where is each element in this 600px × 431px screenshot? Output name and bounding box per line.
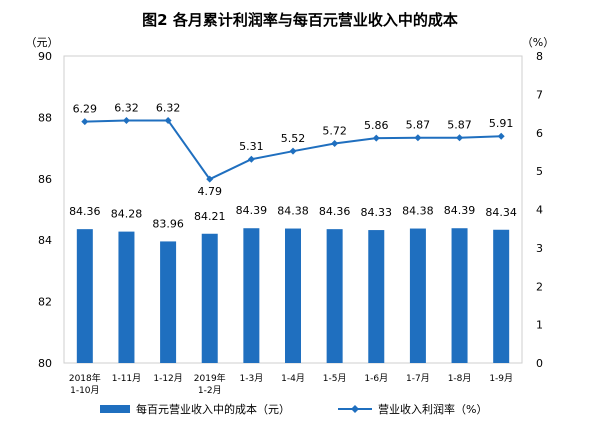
bar-4 — [243, 228, 260, 363]
line-point-7 — [372, 134, 380, 142]
bar-label-6: 84.36 — [319, 205, 351, 218]
line-point-5 — [289, 147, 297, 155]
x-tick-2: 1-12月 — [153, 373, 182, 384]
line-point-6 — [331, 139, 339, 147]
line-series — [81, 116, 505, 183]
legend-line-marker — [351, 405, 359, 413]
left-tick-88: 88 — [38, 111, 52, 124]
left-tick-84: 84 — [38, 234, 52, 247]
line-label-1: 6.32 — [114, 101, 139, 114]
x-tick-1: 1-11月 — [112, 373, 141, 384]
bar-label-1: 84.28 — [111, 208, 143, 221]
line-point-10 — [497, 132, 505, 140]
right-axis: 0 1 2 3 4 5 6 7 8 — [536, 50, 543, 370]
line-label-7: 5.86 — [364, 119, 389, 132]
x-tick-3: 2019年 1-2月 — [194, 372, 226, 396]
bar-series — [76, 228, 510, 363]
bar-label-8: 84.38 — [402, 205, 434, 218]
right-tick-5: 5 — [536, 165, 543, 178]
x-tick-5: 1-4月 — [281, 373, 305, 384]
x-tick-8: 1-7月 — [406, 373, 430, 384]
x-tick-0: 2018年 1-10月 — [69, 372, 101, 396]
bar-label-10: 84.34 — [485, 206, 517, 219]
right-tick-8: 8 — [536, 50, 543, 63]
x-tick-7: 1-6月 — [364, 373, 388, 384]
bar-label-7: 84.33 — [361, 206, 393, 219]
line-label-3: 4.79 — [197, 185, 222, 198]
left-axis-unit: （元） — [26, 36, 59, 49]
legend: 每百元营业收入中的成本（元） 营业收入利润率（%） — [100, 402, 487, 416]
line-data-labels: 6.29 6.32 6.32 4.79 5.31 5.52 5.72 5.86 5.87 5.87… — [73, 101, 514, 198]
right-tick-4: 4 — [536, 204, 543, 217]
bar-6 — [326, 229, 343, 363]
bar-0 — [76, 229, 93, 363]
line-label-5: 5.52 — [281, 132, 306, 145]
right-tick-6: 6 — [536, 127, 543, 140]
right-axis-unit: （%） — [522, 36, 554, 49]
bar-label-0: 84.36 — [69, 205, 101, 218]
legend-bar-swatch — [100, 405, 130, 413]
left-tick-80: 80 — [38, 357, 52, 370]
line-label-0: 6.29 — [73, 103, 98, 116]
right-tick-2: 2 — [536, 280, 543, 293]
bar-data-labels: 84.36 84.28 83.96 84.21 84.39 84.38 84.36 84.33… — [69, 204, 517, 230]
line-point-4 — [247, 155, 255, 163]
left-tick-86: 86 — [38, 173, 52, 186]
bar-10 — [493, 229, 510, 363]
line-label-9: 5.87 — [447, 119, 472, 132]
bar-label-9: 84.39 — [444, 204, 476, 217]
right-tick-7: 7 — [536, 88, 543, 101]
line-label-4: 5.31 — [239, 140, 264, 153]
bar-label-4: 84.39 — [236, 204, 268, 217]
left-axis: 80 82 84 86 88 90 — [38, 50, 52, 370]
line-label-2: 6.32 — [156, 101, 181, 114]
right-tick-3: 3 — [536, 242, 543, 255]
bar-7 — [368, 230, 385, 363]
chart-title: 图2 各月累计利润率与每百元营业收入中的成本 — [142, 11, 458, 29]
bar-3 — [201, 233, 218, 363]
line-point-8 — [414, 134, 422, 142]
x-tick-6: 1-5月 — [323, 373, 347, 384]
right-tick-1: 1 — [536, 319, 543, 332]
bar-5 — [285, 228, 301, 363]
line-label-6: 5.72 — [322, 124, 347, 137]
bar-label-5: 84.38 — [277, 205, 309, 218]
x-tick-10: 1-9月 — [489, 373, 513, 384]
x-tick-4: 1-3月 — [240, 373, 264, 384]
line-point-2 — [164, 116, 172, 124]
bar-2 — [160, 241, 177, 363]
legend-bar-label: 每百元营业收入中的成本（元） — [136, 402, 290, 416]
legend-line-label: 营业收入利润率（%） — [378, 402, 487, 416]
bar-9 — [451, 228, 468, 363]
bar-1 — [118, 231, 135, 363]
left-tick-82: 82 — [38, 296, 52, 309]
bar-label-3: 84.21 — [194, 210, 226, 223]
bar-label-2: 83.96 — [152, 217, 184, 230]
line-point-0 — [81, 118, 89, 126]
line-label-10: 5.91 — [489, 117, 514, 130]
bar-8 — [409, 228, 426, 363]
line-point-9 — [456, 134, 464, 142]
right-tick-0: 0 — [536, 357, 543, 370]
left-tick-90: 90 — [38, 50, 52, 63]
x-tick-9: 1-8月 — [448, 373, 472, 384]
line-label-8: 5.87 — [406, 119, 431, 132]
x-axis: 2018年 1-10月 1-11月 1-12月 2019年 1-2月 1-3月 1-4月 1-5… — [69, 372, 513, 396]
line-point-3 — [206, 175, 214, 183]
line-point-1 — [122, 116, 130, 124]
